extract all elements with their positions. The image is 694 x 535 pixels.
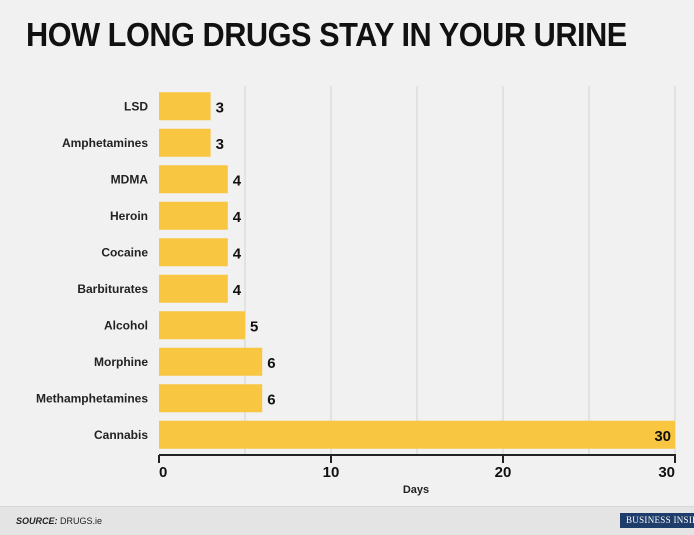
category-label: Heroin bbox=[110, 209, 148, 223]
bar-mdma bbox=[159, 165, 228, 194]
x-tick-label: 20 bbox=[495, 464, 512, 481]
bar-lsd bbox=[159, 92, 211, 121]
data-label: 4 bbox=[233, 172, 242, 189]
data-label: 4 bbox=[233, 282, 242, 299]
category-label: MDMA bbox=[111, 172, 149, 186]
bar-morphine bbox=[159, 347, 263, 376]
data-label: 6 bbox=[267, 355, 275, 372]
category-label: Alcohol bbox=[104, 318, 148, 332]
bar-methamphetamines bbox=[159, 384, 263, 413]
data-label: 3 bbox=[216, 99, 224, 116]
category-label: Cocaine bbox=[101, 245, 148, 259]
data-label: 6 bbox=[267, 391, 275, 408]
data-label: 4 bbox=[233, 209, 242, 226]
publisher-logo: BUSINESS INSIDER bbox=[620, 513, 694, 528]
x-tick-label: 30 bbox=[658, 464, 675, 481]
bar-alcohol bbox=[159, 311, 245, 340]
category-label: Barbiturates bbox=[77, 282, 148, 296]
bar-cannabis bbox=[159, 420, 675, 449]
bar-heroin bbox=[159, 201, 228, 230]
bar-amphetamines bbox=[159, 128, 211, 157]
bar-cocaine bbox=[159, 238, 228, 267]
x-axis-label: Days bbox=[403, 484, 429, 496]
source-name: DRUGS.ie bbox=[60, 516, 103, 526]
x-tick-label: 10 bbox=[323, 464, 340, 481]
source-label: SOURCE: bbox=[16, 516, 58, 526]
category-label: Methamphetamines bbox=[36, 391, 148, 405]
x-tick-label: 0 bbox=[159, 464, 167, 481]
bar-barbiturates bbox=[159, 274, 228, 303]
chart-title: HOW LONG DRUGS STAY IN YOUR URINE bbox=[26, 16, 627, 53]
data-label: 5 bbox=[250, 318, 258, 335]
data-label: 3 bbox=[216, 136, 224, 153]
category-label: Amphetamines bbox=[62, 136, 148, 150]
data-label: 4 bbox=[233, 245, 242, 262]
category-label: Morphine bbox=[94, 355, 148, 369]
category-label: Cannabis bbox=[94, 428, 148, 442]
bar-chart: LSD 3 Amphetamines 3 MDMA 4 Heroin 4 Cocaine 4 Bar… bbox=[36, 86, 676, 496]
category-label: LSD bbox=[124, 99, 148, 113]
source-credit: SOURCE: DRUGS.ie bbox=[16, 516, 102, 526]
data-label: 30 bbox=[654, 428, 671, 445]
footer: SOURCE: DRUGS.ie BUSINESS INSIDER bbox=[0, 506, 694, 535]
